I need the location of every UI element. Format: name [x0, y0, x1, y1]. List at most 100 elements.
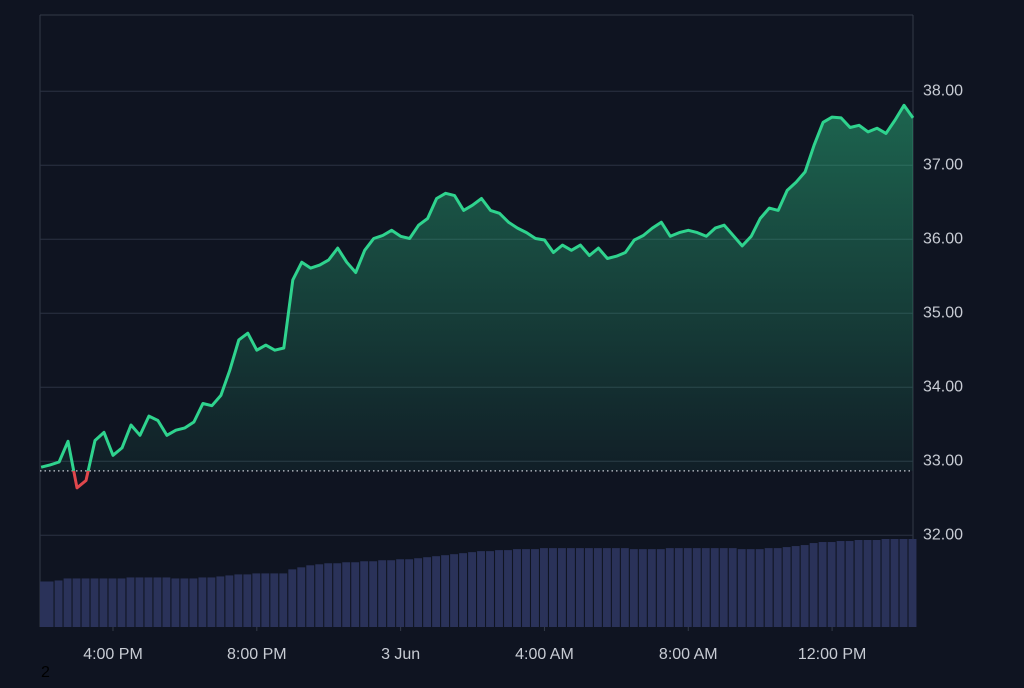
x-tick-label: 8:00 PM	[227, 646, 287, 663]
volume-bar	[270, 573, 279, 627]
y-tick-label: 35.00	[923, 304, 963, 321]
volume-bar	[908, 539, 917, 627]
volume-bar	[513, 549, 521, 627]
volume-bar	[144, 577, 153, 627]
volume-bar	[387, 560, 396, 627]
volume-bar	[764, 548, 773, 627]
volume-bar	[198, 577, 207, 627]
volume-bar	[575, 548, 584, 627]
volume-bar	[872, 540, 881, 627]
volume-bar	[405, 559, 414, 627]
y-tick-label: 37.00	[923, 156, 963, 173]
volume-bar	[548, 548, 557, 627]
volume-bar	[40, 581, 48, 627]
volume-bar	[288, 569, 297, 627]
volume-bar	[540, 548, 548, 627]
volume-bar	[414, 558, 423, 627]
volume-bar	[90, 578, 99, 627]
volume-bar	[369, 561, 378, 627]
volume-bar	[459, 553, 468, 627]
volume-bar	[189, 578, 198, 627]
volume-bar	[396, 559, 405, 627]
volume-bar	[477, 551, 485, 627]
volume-bar	[881, 539, 890, 627]
volume-bar	[602, 548, 611, 627]
volume-bar	[791, 546, 800, 627]
volume-bar	[710, 548, 719, 627]
volume-bar	[827, 542, 836, 627]
volume-bar	[162, 577, 171, 627]
volume-bar	[207, 577, 216, 627]
volume-bar	[135, 577, 144, 627]
volume-bar	[63, 578, 72, 627]
volume-bar	[620, 548, 629, 627]
volume-bar	[243, 574, 252, 627]
volume-bar	[773, 548, 782, 627]
footer-text: 2	[41, 664, 50, 681]
volume-bar	[441, 555, 450, 627]
volume-bar	[81, 578, 90, 627]
volume-bar	[584, 548, 593, 627]
volume-bar	[701, 548, 710, 627]
volume-bar	[432, 556, 441, 627]
volume-bar	[504, 550, 512, 627]
volume-bar	[360, 561, 369, 627]
volume-bar	[728, 548, 737, 627]
volume-bar	[665, 548, 674, 627]
volume-bar	[297, 567, 306, 627]
volume-bar	[863, 540, 872, 627]
volume-bar	[638, 549, 647, 627]
volume-bar	[495, 550, 503, 627]
volume-bar	[378, 560, 387, 627]
y-tick-label: 38.00	[923, 82, 963, 99]
x-tick-label: 4:00 AM	[515, 646, 574, 663]
y-tick-label: 32.00	[923, 526, 963, 543]
volume-bar	[216, 576, 225, 627]
area	[41, 105, 913, 471]
volume-bar	[261, 573, 270, 627]
volume-bar	[629, 549, 638, 627]
volume-bar	[117, 578, 126, 627]
volume-bar	[674, 548, 683, 627]
volume-bar	[225, 575, 234, 627]
volume-bar	[656, 549, 665, 627]
volume-bar	[566, 548, 575, 627]
y-tick-label: 36.00	[923, 230, 963, 247]
price-line	[40, 103, 915, 471]
volume-bar	[279, 573, 288, 627]
volume-bar	[72, 578, 81, 627]
volume-bar	[252, 573, 261, 627]
volume-bar	[899, 539, 908, 627]
volume-bar	[611, 548, 620, 627]
volume-bar	[854, 540, 863, 627]
volume-bar	[486, 551, 494, 627]
volume-bar	[153, 577, 162, 627]
volume-bar	[45, 581, 54, 627]
volume-bar	[836, 541, 845, 627]
volume-bar	[324, 563, 333, 627]
volume-bar	[818, 542, 827, 627]
y-tick-label: 33.00	[923, 452, 963, 469]
volume-bar	[647, 549, 656, 627]
volume-bar	[234, 574, 243, 627]
volume-bar	[450, 554, 459, 627]
y-tick-label: 34.00	[923, 378, 963, 395]
volume-bar	[890, 539, 899, 627]
volume-bar	[315, 564, 324, 627]
volume-bar	[54, 580, 63, 627]
volume-bar	[683, 548, 692, 627]
volume-bar	[755, 549, 764, 627]
volume-bar	[180, 578, 189, 627]
volume-bar	[342, 562, 351, 627]
volume-bar	[692, 548, 701, 627]
x-tick-label: 12:00 PM	[798, 646, 866, 663]
x-tick-label: 8:00 AM	[659, 646, 718, 663]
volume-bar	[306, 565, 315, 627]
volume-bar	[171, 578, 180, 627]
volume-bar	[99, 578, 108, 627]
x-tick-label: 4:00 PM	[83, 646, 143, 663]
volume-bar	[746, 549, 755, 627]
volume-bar	[351, 562, 360, 627]
